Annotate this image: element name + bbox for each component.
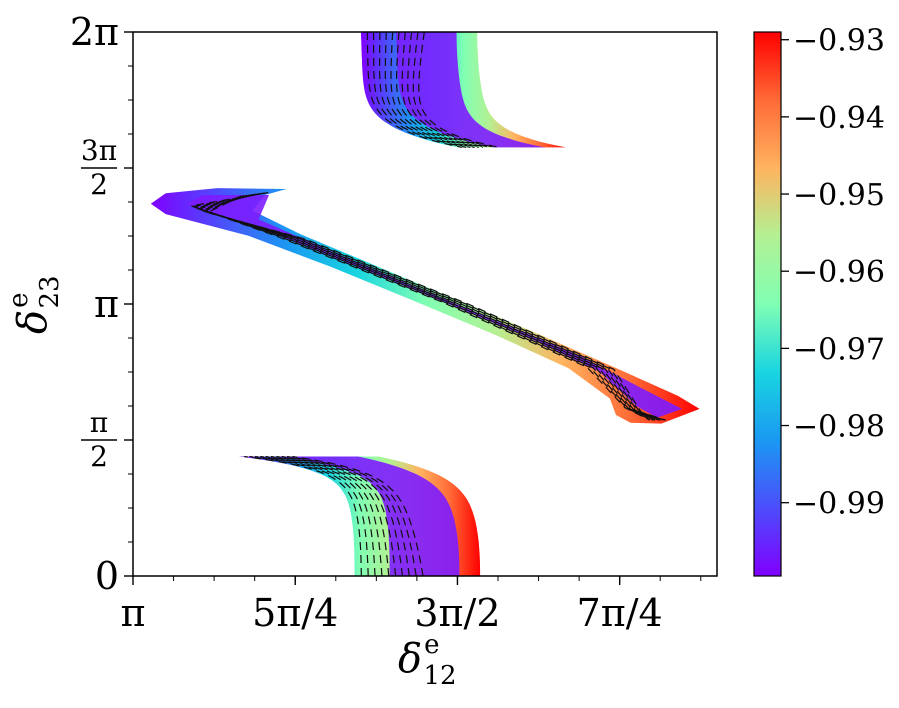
plot-area	[132, 31, 718, 577]
contour-line-diagonal	[198, 193, 660, 421]
contour-line-lower	[265, 455, 390, 576]
contour-line-diagonal	[188, 192, 651, 421]
colorbar: −0.93 −0.94 −0.95 −0.96 −0.97 −0.98 −0.99	[753, 24, 885, 577]
contour-line-lower	[281, 455, 410, 576]
contour-line-upper	[379, 32, 471, 148]
y-axis-title: δe23	[4, 275, 65, 334]
x-axis: π 5π/4 3π/2 7π/4	[121, 576, 702, 635]
contour-line-upper	[384, 32, 475, 148]
y-tick-label: 0	[95, 554, 119, 598]
contour-line-lower	[286, 455, 417, 576]
y-tick-label-numerator: π	[90, 406, 108, 439]
contour-line-upper	[396, 32, 483, 148]
colorbar-tick-label: −0.96	[793, 255, 885, 290]
contour-line-lower	[276, 455, 404, 576]
contour-line-diagonal	[205, 195, 667, 421]
contour-line-lower	[270, 455, 397, 576]
colorbar-ticks: −0.93 −0.94 −0.95 −0.96 −0.97 −0.98 −0.99	[781, 24, 885, 522]
contour-line-upper	[412, 32, 496, 148]
contour-line-upper	[418, 32, 500, 148]
contour-line-lower	[292, 455, 424, 576]
contour-line-lower	[244, 455, 362, 576]
x-tick-label: π	[121, 591, 146, 635]
region-diagonal-core	[186, 195, 683, 418]
contour-line-diagonal	[194, 193, 656, 421]
colorbar-tick-label: −0.95	[793, 178, 885, 213]
contour-line-diagonal	[203, 195, 665, 421]
y-tick-label-denominator: 2	[90, 168, 108, 201]
y-tick-label-numerator: 3π	[81, 134, 117, 167]
x-axis-title: δe 12	[398, 630, 457, 691]
colorbar-tick-label: −0.97	[793, 332, 885, 367]
colorbar-tick-label: −0.99	[793, 487, 885, 522]
contour-line-diagonal	[196, 193, 658, 421]
svg-text:δe23: δe23	[4, 275, 65, 334]
region-lower-core	[273, 456, 460, 576]
y-tick-label: π	[94, 282, 119, 326]
colorbar-gradient	[754, 32, 781, 576]
contour-lines	[188, 32, 667, 576]
contour-line-lower	[260, 455, 383, 576]
region-upper-core	[396, 32, 546, 148]
x-tick-label: 7π/4	[577, 591, 663, 635]
contour-line-diagonal	[190, 192, 652, 421]
contour-line-diagonal	[201, 194, 663, 421]
colorbar-tick-label: −0.94	[793, 101, 885, 136]
contour-line-upper	[390, 32, 479, 148]
contour-line-upper	[373, 32, 467, 148]
y-tick-label-denominator: 2	[90, 440, 108, 473]
contour-line-upper	[407, 32, 492, 148]
contour-line-diagonal	[200, 194, 661, 421]
y-tick-label: 2π	[70, 10, 119, 54]
contour-regions	[150, 32, 700, 576]
colorbar-tick-label: −0.93	[793, 24, 885, 59]
x-tick-label: 5π/4	[252, 591, 338, 635]
colorbar-frame	[753, 31, 782, 577]
x-tick-label: 3π/2	[414, 591, 500, 635]
contour-line-lower	[254, 455, 376, 576]
colorbar-tick-label: −0.98	[793, 410, 885, 445]
contour-line-diagonal	[192, 192, 654, 421]
contour-line-upper	[401, 32, 488, 148]
contour-line-upper	[366, 32, 463, 148]
region-diagonal-band	[150, 188, 700, 424]
contour-line-lower	[249, 455, 369, 576]
